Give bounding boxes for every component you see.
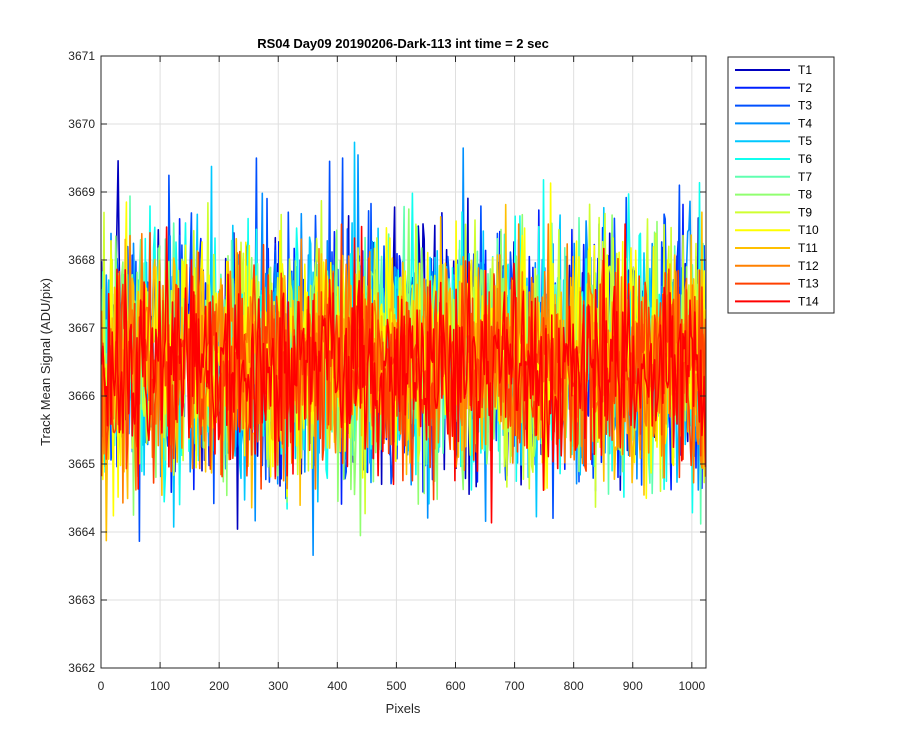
legend-item-t3[interactable]: T3 [735,99,812,113]
legend-item-t13[interactable]: T13 [735,277,819,291]
legend-label: T8 [798,188,812,202]
x-tick-label: 1000 [678,679,705,693]
series-line-t14 [100,223,707,524]
legend-label: T14 [798,294,819,308]
y-tick-label: 3664 [68,525,95,539]
x-tick-label: 300 [268,679,288,693]
legend-box [727,56,835,314]
x-tick-label: 600 [445,679,465,693]
x-tick-label: 900 [623,679,643,693]
y-axis-title: Track Mean Signal (ADU/pix) [38,278,53,446]
legend-label: T1 [798,63,812,77]
axes-box [100,55,707,669]
legend-item-t6[interactable]: T6 [735,152,812,166]
y-tick-label: 3668 [68,253,95,267]
x-tick-label: 500 [386,679,406,693]
y-tick-label: 3667 [68,321,95,335]
x-tick-label: 800 [564,679,584,693]
legend-item-t8[interactable]: T8 [735,188,812,202]
legend-label: T12 [798,259,819,273]
ticks: 0 100 200 300 400 500 600 700 800 900 1000 3662 3663… [68,49,706,693]
legend[interactable]: T1 T2 T3 T4 T5 T6 T7 T8 T9 T10 T11 T12 T13 T14 [727,56,835,314]
plot-title: RS04 Day09 20190206-Dark-113 int time = … [257,36,549,51]
legend-label: T5 [798,134,812,148]
legend-label: T4 [798,116,812,130]
y-tick-label: 3670 [68,117,95,131]
y-tick-label: 3663 [68,593,95,607]
legend-label: T10 [798,223,819,237]
x-tick-label: 700 [505,679,525,693]
legend-label: T9 [798,205,812,219]
x-tick-label: 0 [98,679,105,693]
x-tick-label: 100 [150,679,170,693]
legend-item-t1[interactable]: T1 [735,63,812,77]
legend-item-t9[interactable]: T9 [735,205,812,219]
legend-item-t4[interactable]: T4 [735,116,812,130]
x-axis-title: Pixels [386,701,421,716]
x-tick-label: 200 [209,679,229,693]
legend-item-t10[interactable]: T10 [735,223,819,237]
y-tick-label: 3662 [68,661,95,675]
legend-label: T11 [798,241,818,255]
y-tick-label: 3666 [68,389,95,403]
legend-item-t7[interactable]: T7 [735,170,812,184]
legend-label: T6 [798,152,812,166]
legend-label: T2 [798,81,812,95]
legend-item-t2[interactable]: T2 [735,81,812,95]
legend-label: T3 [798,99,812,113]
legend-item-t5[interactable]: T5 [735,134,812,148]
legend-item-t14[interactable]: T14 [735,294,819,308]
series-layer [100,141,707,556]
legend-item-t12[interactable]: T12 [735,259,819,273]
legend-label: T7 [798,170,812,184]
y-tick-label: 3665 [68,457,95,471]
y-tick-label: 3671 [68,49,95,63]
legend-label: T13 [798,277,819,291]
y-tick-label: 3669 [68,185,95,199]
legend-item-t11[interactable]: T11 [735,241,818,255]
x-tick-label: 400 [327,679,347,693]
